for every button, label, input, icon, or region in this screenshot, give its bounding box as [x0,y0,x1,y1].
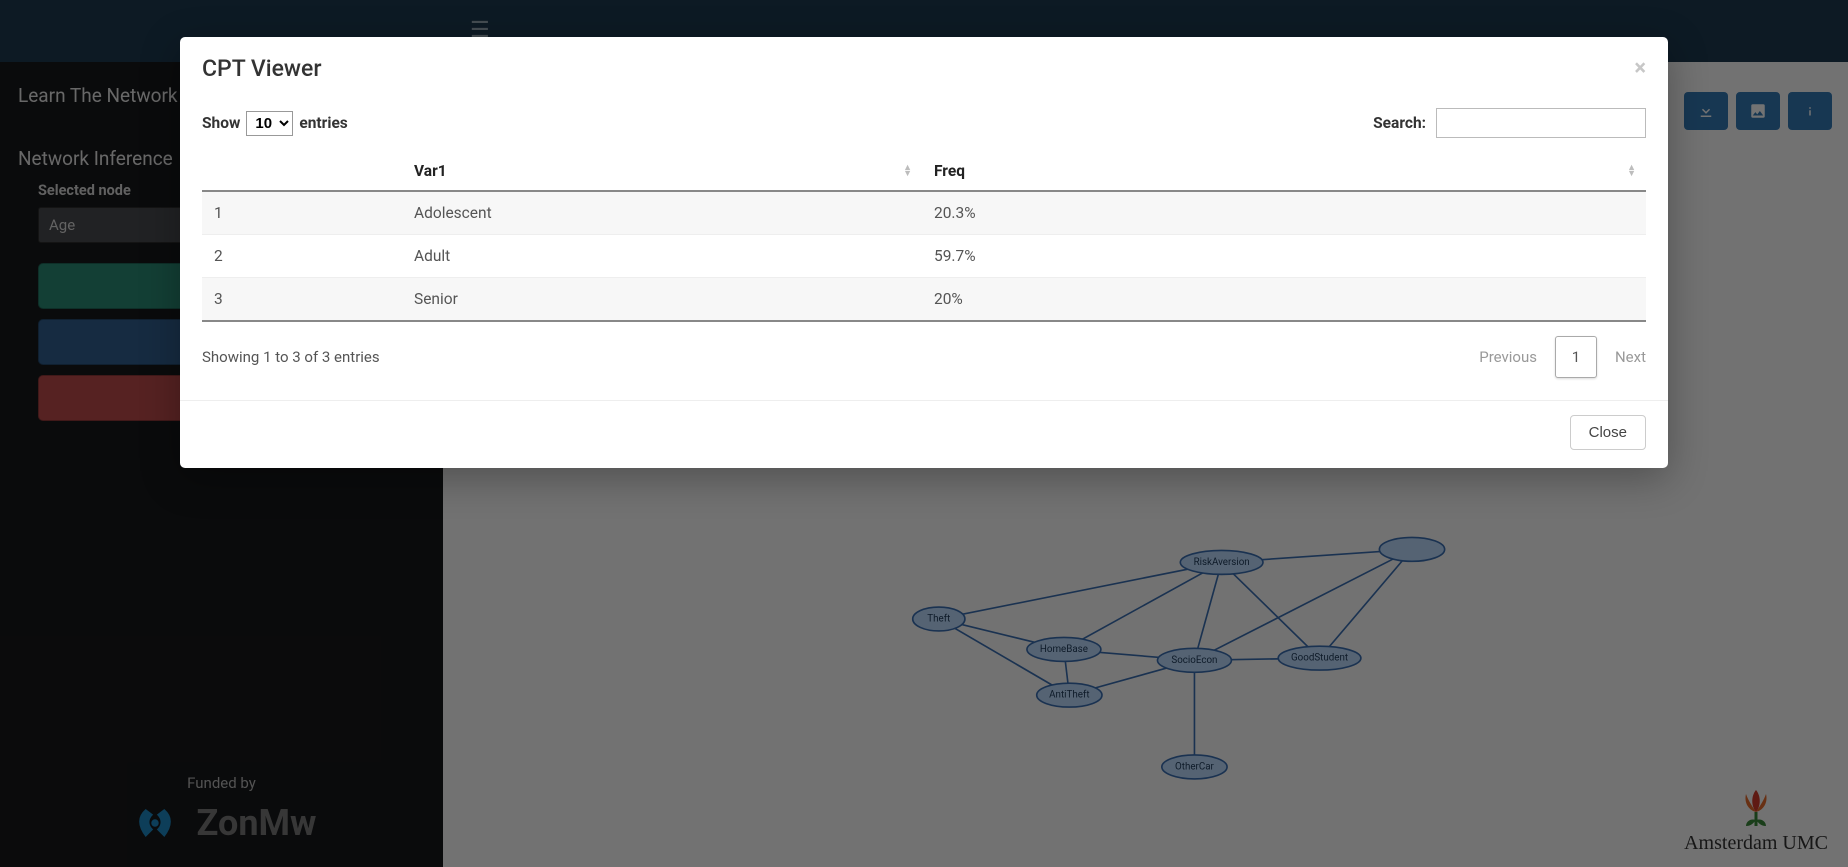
col-index[interactable] [202,152,402,191]
search-input[interactable] [1436,108,1646,138]
cpt-table: Var1▲▼ Freq▲▼ 1Adolescent20.3%2Adult59.7… [202,152,1646,322]
datatable-pager: Previous 1 Next [1479,336,1646,378]
length-prefix: Show [202,114,240,132]
pager-next-button[interactable]: Next [1615,348,1646,366]
cell-var1: Adult [402,235,922,278]
table-row: 3Senior20% [202,278,1646,322]
cell-index: 2 [202,235,402,278]
sort-icon: ▲▼ [1627,165,1636,177]
modal-title: CPT Viewer [202,55,321,82]
modal-close-x-button[interactable]: × [1634,58,1646,80]
col-freq[interactable]: Freq▲▼ [922,152,1646,191]
cell-freq: 59.7% [922,235,1646,278]
cell-var1: Senior [402,278,922,322]
col-var1[interactable]: Var1▲▼ [402,152,922,191]
modal-close-button[interactable]: Close [1570,415,1646,450]
length-suffix: entries [299,114,347,132]
cell-freq: 20% [922,278,1646,322]
pager-prev-button[interactable]: Previous [1479,348,1537,366]
sort-icon: ▲▼ [903,165,912,177]
datatable-search: Search: [1373,108,1646,138]
table-row: 1Adolescent20.3% [202,191,1646,235]
datatable-info: Showing 1 to 3 of 3 entries [202,348,380,366]
pager-page-1-button[interactable]: 1 [1555,336,1597,378]
cpt-viewer-modal: CPT Viewer × Show 10 entries Search: [180,37,1668,468]
length-select[interactable]: 10 [246,111,293,136]
table-row: 2Adult59.7% [202,235,1646,278]
cell-index: 1 [202,191,402,235]
cell-index: 3 [202,278,402,322]
cell-freq: 20.3% [922,191,1646,235]
datatable-length-control: Show 10 entries [202,111,348,136]
search-label: Search: [1373,114,1426,132]
cell-var1: Adolescent [402,191,922,235]
